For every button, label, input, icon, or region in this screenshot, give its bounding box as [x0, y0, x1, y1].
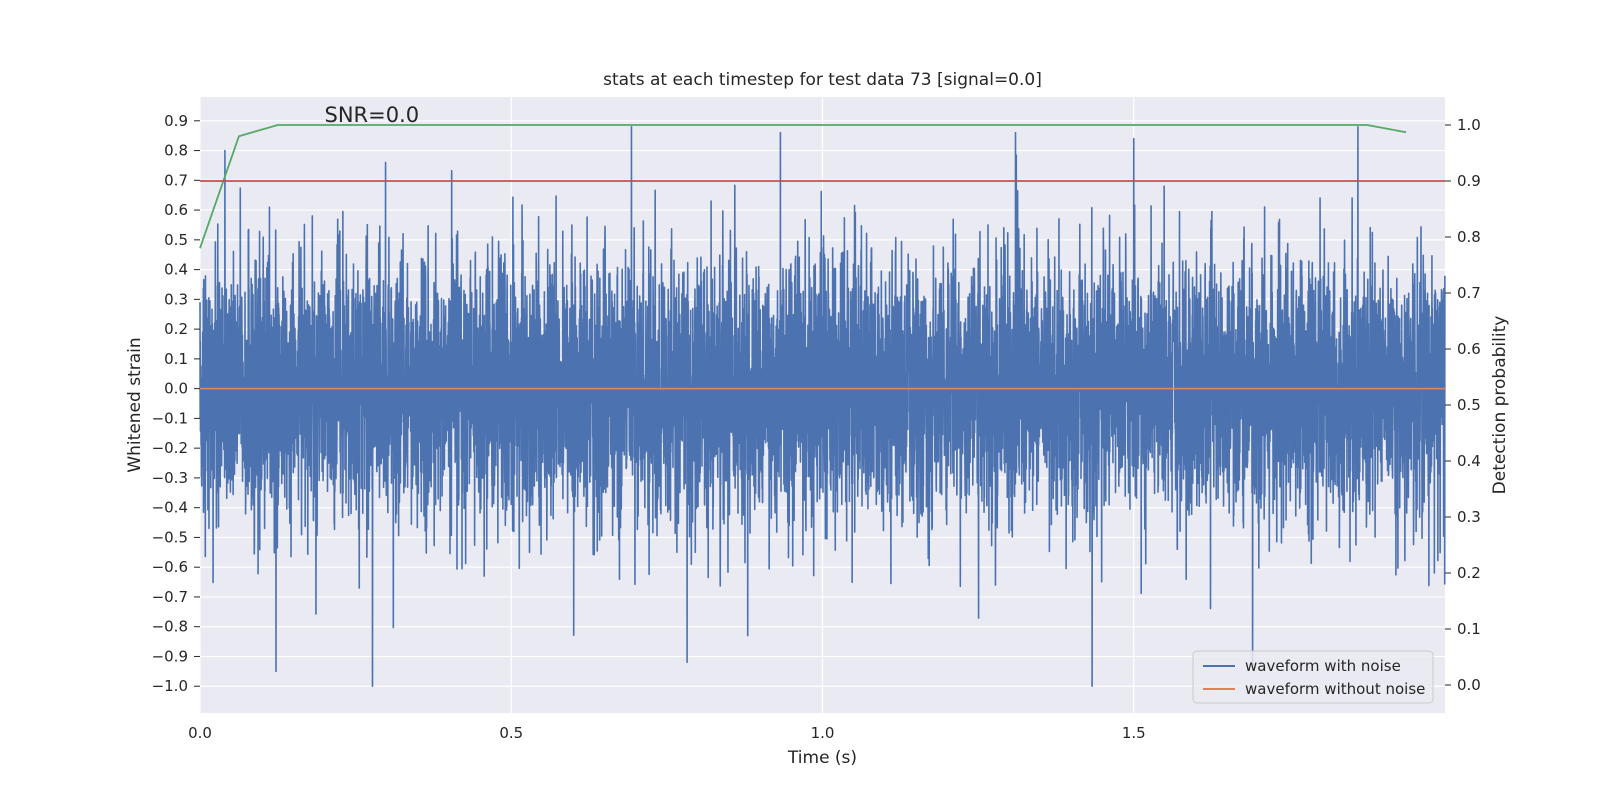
- noise-series-group: [199, 125, 1446, 688]
- y-tick-label: −0.7: [152, 588, 188, 606]
- y-axis-label: Whitened strain: [125, 337, 145, 472]
- legend: waveform with noise waveform without noi…: [1192, 650, 1434, 704]
- y-tick-label: 0.5: [164, 231, 188, 249]
- legend-label-noise: waveform with noise: [1245, 657, 1401, 675]
- y2-tick-label: 0.8: [1457, 228, 1481, 246]
- legend-box: [1192, 650, 1434, 704]
- line-series-group: [199, 124, 1445, 390]
- y-tick-label: −0.4: [152, 499, 188, 517]
- x-tick-label: 1.5: [1122, 724, 1146, 742]
- y-tick-label: 0.3: [164, 290, 188, 308]
- x-axis-label: Time (s): [787, 748, 857, 768]
- series-waveform-with-noise: [199, 125, 1446, 688]
- y2-tick-label: 0.6: [1457, 340, 1481, 358]
- y2-tick-label: 0.5: [1457, 396, 1481, 414]
- chart-title: stats at each timestep for test data 73 …: [603, 70, 1042, 90]
- y-tick-label: −0.2: [152, 439, 188, 457]
- y-tick-label: 0.2: [164, 320, 188, 338]
- y-tick-label: 0.8: [164, 142, 188, 160]
- y2-tick-label: 1.0: [1457, 116, 1481, 134]
- y-tick-label: 0.0: [164, 380, 188, 398]
- x-tick-label: 0.5: [499, 724, 523, 742]
- y2-tick-label: 0.2: [1457, 564, 1481, 582]
- y2-axis-label: Detection probability: [1490, 316, 1510, 495]
- y-tick-label: 0.4: [164, 261, 188, 279]
- legend-label-clean: waveform without noise: [1245, 680, 1425, 698]
- axis-ticks: 0.0 0.5 1.0 1.5 0.9 0.8 0.7 0.6 0.5 0.4 0.3 0.2 0.1 0…: [152, 112, 1481, 742]
- y-tick-label: −0.6: [152, 558, 188, 576]
- y2-tick-label: 0.1: [1457, 620, 1481, 638]
- y-tick-label: 0.7: [164, 171, 188, 189]
- y-tick-label: −1.0: [152, 677, 188, 695]
- y2-tick-label: 0.9: [1457, 172, 1481, 190]
- y-tick-label: 0.9: [164, 112, 188, 130]
- y2-tick-label: 0.7: [1457, 284, 1481, 302]
- x-tick-label: 0.0: [188, 724, 212, 742]
- series-detection-probability: [199, 124, 1407, 249]
- y-tick-label: 0.6: [164, 201, 188, 219]
- y-tick-label: −0.9: [152, 647, 188, 665]
- y-tick-label: −0.3: [152, 469, 188, 487]
- x-tick-label: 1.0: [811, 724, 835, 742]
- y2-tick-label: 0.4: [1457, 452, 1481, 470]
- snr-annotation: SNR=0.0: [325, 103, 420, 127]
- y-tick-label: −0.1: [152, 409, 188, 427]
- y-tick-label: 0.1: [164, 350, 188, 368]
- y2-tick-label: 0.0: [1457, 676, 1481, 694]
- y-tick-label: −0.5: [152, 528, 188, 546]
- y2-tick-label: 0.3: [1457, 508, 1481, 526]
- y-tick-label: −0.8: [152, 618, 188, 636]
